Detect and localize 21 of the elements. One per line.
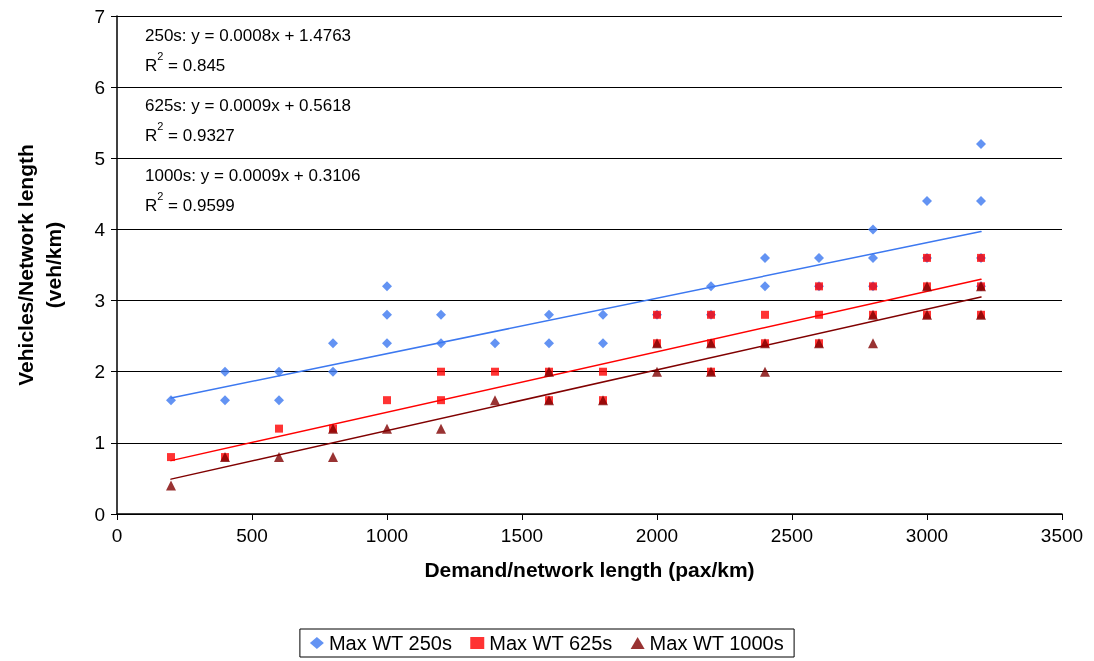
x-tick-label: 0 bbox=[111, 525, 123, 546]
legend-label: Max WT 625s bbox=[489, 632, 613, 654]
x-tick-label: 3500 bbox=[1040, 525, 1084, 546]
legend-label: Max WT 250s bbox=[328, 632, 452, 654]
x-tick-label: 1500 bbox=[500, 525, 544, 546]
y-tick-label: 4 bbox=[94, 218, 106, 240]
legend-label: Max WT 1000s bbox=[649, 632, 784, 654]
x-tick-label: 1000 bbox=[365, 525, 409, 546]
x-tick-label: 3000 bbox=[905, 525, 949, 546]
x-tick-label: 2000 bbox=[635, 525, 679, 546]
x-tick-label: 500 bbox=[236, 525, 268, 546]
y-tick-label: 2 bbox=[94, 361, 105, 383]
x-tick-label: 2500 bbox=[770, 525, 814, 546]
y-axis-title: Vehicles/Network length (veh/km) bbox=[13, 144, 65, 386]
y-tick-label: 0 bbox=[94, 503, 105, 525]
x-axis-title: Demand/network length (pax/km) bbox=[424, 558, 755, 581]
y-tick-label: 1 bbox=[94, 432, 105, 454]
y-tick-label: 5 bbox=[94, 147, 105, 169]
y-tick-label: 3 bbox=[94, 290, 105, 312]
y-tick-label: 6 bbox=[94, 76, 105, 98]
y-tick-label: 7 bbox=[94, 5, 105, 27]
